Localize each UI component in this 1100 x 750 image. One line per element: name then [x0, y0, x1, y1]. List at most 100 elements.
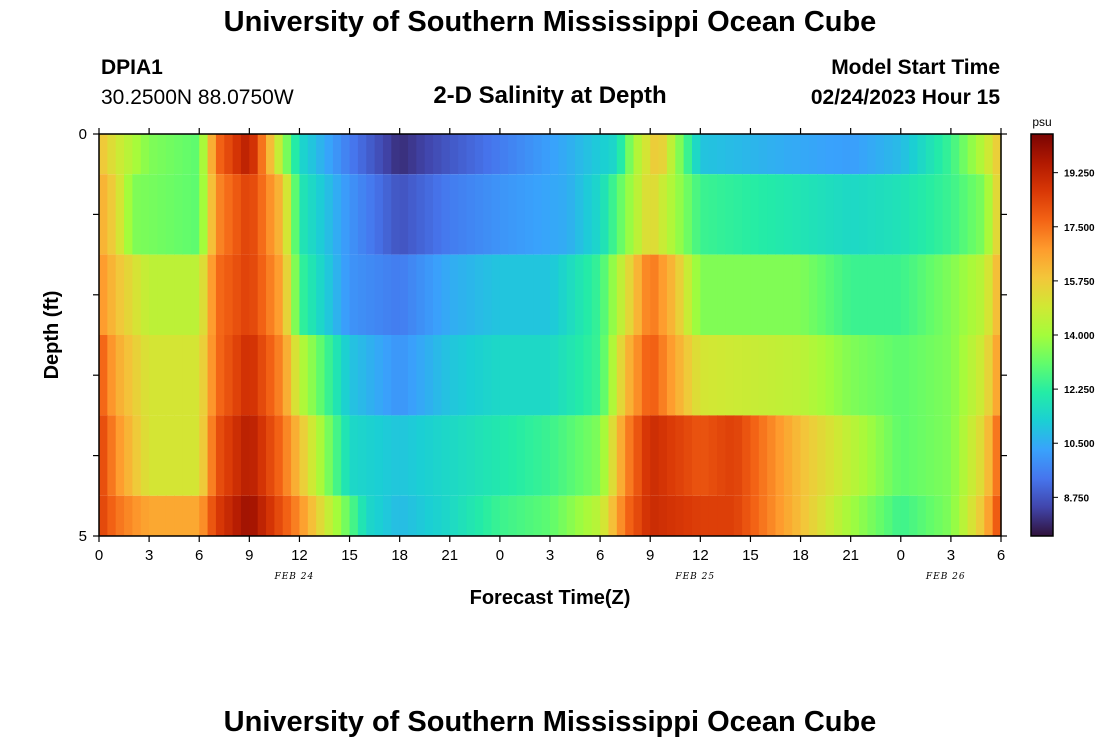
heatmap-cell	[658, 495, 668, 536]
heatmap-cell	[307, 495, 317, 536]
heatmap-cell	[249, 134, 259, 175]
heatmap-cell	[850, 254, 860, 335]
heatmap-cell	[550, 335, 559, 416]
heatmap-cell	[115, 335, 125, 416]
heatmap-cell	[708, 134, 718, 175]
station-coordinates: 30.2500N 88.0750W	[101, 86, 294, 109]
heatmap-cell	[508, 134, 518, 175]
heatmap-cell	[691, 495, 701, 536]
heatmap-cell	[583, 174, 593, 255]
heatmap-cell	[591, 415, 601, 496]
heatmap-cell	[558, 174, 568, 255]
heatmap-cell	[725, 134, 735, 175]
heatmap-cell	[675, 415, 685, 496]
heatmap-cell	[792, 134, 802, 175]
heatmap-cell	[608, 495, 618, 536]
heatmap-cell	[591, 174, 601, 255]
heatmap-cell	[717, 254, 726, 335]
x-tick-label: 18	[391, 547, 408, 564]
heatmap-cell	[207, 174, 217, 255]
heatmap-cell	[291, 134, 301, 175]
heatmap-cell	[399, 495, 409, 536]
heatmap-cell	[934, 174, 944, 255]
heatmap-cell	[99, 415, 108, 496]
heatmap-cell	[742, 495, 752, 536]
heatmap-cell	[441, 415, 451, 496]
heatmap-cell	[984, 254, 994, 335]
heatmap-cell	[875, 335, 885, 416]
heatmap-cell	[107, 335, 117, 416]
heatmap-cell	[266, 495, 275, 536]
heatmap-cell	[124, 254, 134, 335]
heatmap-cell	[107, 495, 117, 536]
heatmap-cell	[717, 415, 726, 496]
heatmap-cell	[408, 254, 417, 335]
heatmap-cell	[767, 174, 777, 255]
heatmap-cell	[441, 174, 451, 255]
heatmap-cell	[650, 174, 660, 255]
heatmap-cell	[775, 335, 785, 416]
heatmap-cell	[666, 415, 676, 496]
heatmap-cell	[274, 134, 284, 175]
heatmap-cell	[750, 495, 760, 536]
heatmap-cell	[499, 134, 509, 175]
plot-title: 2-D Salinity at Depth	[433, 82, 667, 109]
heatmap-cell	[374, 415, 384, 496]
heatmap-cell	[466, 174, 476, 255]
heatmap-cell	[792, 174, 802, 255]
heatmap-cell	[157, 495, 167, 536]
heatmap-cell	[491, 415, 501, 496]
heatmap-cell	[833, 254, 843, 335]
heatmap-cell	[232, 254, 242, 335]
heatmap-cell	[833, 174, 843, 255]
heatmap-cell	[491, 174, 501, 255]
x-tick-label: 15	[742, 547, 759, 564]
heatmap-cell	[925, 174, 935, 255]
heatmap-cell	[800, 495, 810, 536]
heatmap-cell	[917, 254, 927, 335]
heatmap-cell	[700, 134, 710, 175]
heatmap-cell	[691, 254, 701, 335]
heatmap-cell	[975, 254, 985, 335]
heatmap-cell	[224, 134, 234, 175]
heatmap-cell	[725, 415, 735, 496]
heatmap-cell	[817, 174, 827, 255]
heatmap-cell	[591, 134, 601, 175]
heatmap-cell	[600, 415, 610, 496]
heatmap-cell	[992, 495, 1002, 536]
heatmap-cell	[550, 495, 559, 536]
heatmap-cell	[792, 415, 802, 496]
heatmap-cell	[591, 335, 601, 416]
heatmap-cell	[591, 254, 601, 335]
heatmap-cell	[817, 495, 827, 536]
heatmap-cell	[374, 495, 384, 536]
heatmap-cell	[316, 335, 326, 416]
heatmap-cell	[449, 495, 459, 536]
heatmap-cell	[307, 335, 317, 416]
heatmap-cell	[466, 335, 476, 416]
heatmap-cell	[909, 134, 919, 175]
heatmap-cell	[366, 254, 376, 335]
heatmap-cell	[775, 495, 785, 536]
x-tick-label: 0	[496, 547, 504, 564]
heatmap-cell	[959, 335, 969, 416]
heatmap-cell	[950, 495, 960, 536]
heatmap-cell	[842, 415, 852, 496]
heatmap-cell	[817, 134, 827, 175]
heatmap-cell	[666, 254, 676, 335]
colorbar-tick-label: 15.750	[1064, 277, 1095, 288]
heatmap-cell	[382, 254, 392, 335]
heatmap-cell	[725, 254, 735, 335]
heatmap-cell	[424, 254, 434, 335]
colorbar-tick-label: 17.500	[1064, 223, 1095, 234]
heatmap-cell	[950, 134, 960, 175]
heatmap-cell	[742, 254, 752, 335]
heatmap-cell	[391, 495, 401, 536]
heatmap-cell	[224, 335, 234, 416]
heatmap-cell	[508, 495, 518, 536]
heatmap-cell	[299, 335, 309, 416]
heatmap-cell	[750, 254, 760, 335]
heatmap-cell	[733, 495, 743, 536]
heatmap-cell	[666, 495, 676, 536]
heatmap-cell	[950, 174, 960, 255]
